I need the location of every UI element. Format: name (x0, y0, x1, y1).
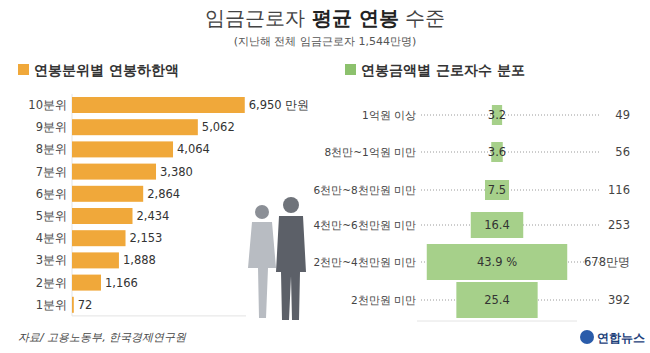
title: 임금근로자 평균 연봉 수준 (205, 6, 445, 30)
data-label: 72 (78, 298, 93, 312)
data-label: 7.5 (488, 183, 506, 197)
count-label: 56 (615, 145, 630, 159)
subtitle: (지난해 전체 임금근로자 1,544만명) (234, 35, 417, 48)
data-label: 2,434 (137, 209, 170, 223)
count-label: 392 (608, 293, 630, 307)
tick-label: 6천만~8천만원 미만 (314, 184, 417, 196)
bar (427, 244, 567, 280)
chart-canvas: 임금근로자 평균 연봉 수준 (지난해 전체 임금근로자 1,544만명) 연봉분위… (0, 0, 650, 353)
tick-label: 8분위 (36, 142, 67, 156)
data-label: 1,888 (123, 253, 156, 267)
figure-head (283, 197, 299, 213)
data-label: 25.4 (484, 293, 510, 307)
header-marker (345, 64, 356, 75)
bar (485, 180, 509, 200)
figure-body (276, 216, 306, 320)
bar (471, 212, 523, 238)
header-marker (18, 64, 29, 75)
bar (72, 230, 126, 246)
data-label: 2,153 (130, 231, 163, 245)
data-label: 2,864 (147, 187, 180, 201)
illustration (248, 197, 306, 320)
count-label: 49 (615, 108, 630, 122)
bar (456, 282, 537, 318)
count-label: 253 (608, 218, 630, 232)
tick-label: 4천만~6천만원 미만 (314, 219, 417, 231)
x-axis (72, 315, 246, 316)
bar (72, 186, 143, 202)
tick-label: 2분위 (36, 276, 67, 290)
data-label: 5,062 (202, 120, 235, 134)
tick-label: 6분위 (36, 187, 67, 201)
count-label: 116 (608, 183, 630, 197)
bar (72, 164, 156, 180)
data-label: 1,166 (105, 276, 138, 290)
data-label: 4,064 (177, 142, 210, 156)
tick-label: 7분위 (36, 165, 67, 179)
figure-body (248, 222, 276, 318)
leader-line (421, 115, 600, 116)
bar (72, 297, 74, 313)
data-label: 3.2 (488, 108, 506, 122)
bar (72, 97, 245, 113)
data-label: 6,950 만원 (249, 98, 310, 112)
bar (72, 208, 133, 224)
data-label: 3,380 (160, 165, 193, 179)
leader-line (421, 152, 600, 153)
title-part: 평균 연봉 (305, 6, 399, 30)
background (0, 0, 650, 353)
figure-head (255, 205, 269, 219)
bar (72, 252, 119, 268)
chart-title: 연봉분위별 연봉하한액 (34, 62, 179, 78)
credit: 연합뉴스 (597, 331, 645, 345)
data-label: 16.4 (484, 218, 510, 232)
tick-label: 5분위 (36, 209, 67, 223)
tick-label: 1분위 (36, 298, 67, 312)
data-label: 43.9 % (477, 255, 517, 269)
tick-label: 3분위 (36, 253, 67, 267)
tick-label: 9분위 (36, 120, 67, 134)
bars (427, 105, 567, 318)
tick-label: 4분위 (36, 231, 67, 245)
tick-label: 2천만원 미만 (351, 294, 416, 306)
tick-label: 8천만~1억원 미만 (325, 146, 417, 158)
bar (72, 141, 173, 157)
logo-icon (580, 330, 594, 344)
source: 자료/ 고용노동부, 한국경제연구원 (18, 331, 187, 344)
chart-title: 연봉금액별 근로자수 분포 (361, 62, 525, 78)
tick-label: 10분위 (28, 98, 67, 112)
title-part: 임금근로자 (205, 6, 305, 30)
data-label: 3.6 (488, 145, 506, 159)
bar (72, 119, 198, 135)
tick-label: 1억원 이상 (362, 109, 416, 121)
x-axis (417, 321, 577, 322)
bars (72, 97, 245, 313)
title-part: 수준 (399, 6, 445, 30)
tick-label: 2천만~4천만원 미만 (314, 256, 417, 268)
bar (72, 275, 101, 291)
leader-line (421, 190, 600, 191)
count-label: 678만명 (584, 255, 630, 269)
